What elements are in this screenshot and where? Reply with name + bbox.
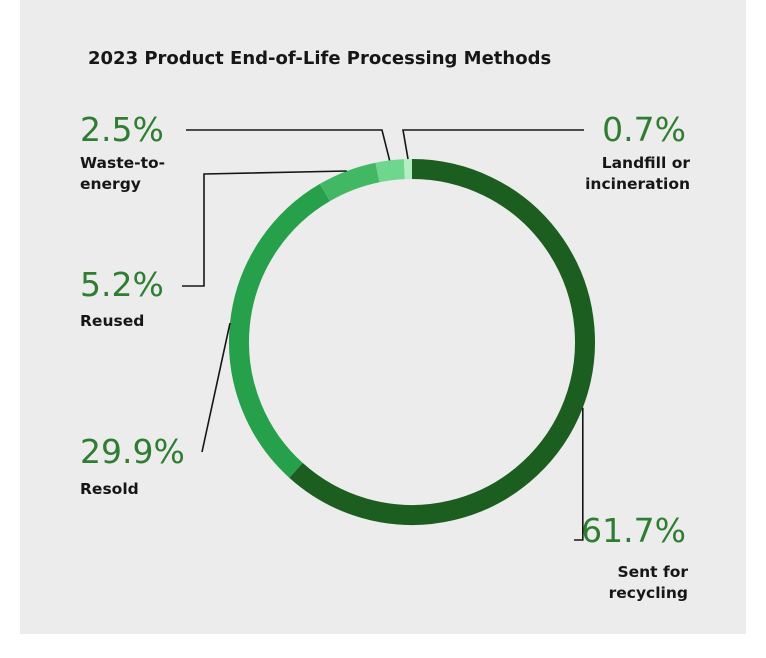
value-label-waste-to-energy: 2.5% xyxy=(80,110,164,149)
chart-title: 2023 Product End-of-Life Processing Meth… xyxy=(88,48,552,69)
slice-waste-to-energy xyxy=(375,159,406,183)
slice-resold xyxy=(229,183,330,478)
leader-resold xyxy=(201,322,231,453)
category-label-waste-to-energy: Waste-to-energy xyxy=(80,154,165,193)
category-label-landfill-or-incineration: Landfill or incineration xyxy=(585,154,690,193)
leader-waste-to-energy xyxy=(186,129,391,161)
category-label-sent-for-recycling: Sent for recycling xyxy=(609,563,689,602)
slice-sent-for-recycling xyxy=(289,159,595,525)
chart-panel xyxy=(20,0,746,634)
leader-landfill-or-incineration xyxy=(402,129,584,160)
category-label-reused: Reused xyxy=(80,312,144,330)
value-label-landfill-or-incineration: 0.7% xyxy=(602,110,686,149)
value-label-sent-for-recycling: 61.7% xyxy=(581,511,686,550)
value-label-reused: 5.2% xyxy=(80,265,164,304)
value-label-resold: 29.9% xyxy=(80,432,185,471)
category-label-resold: Resold xyxy=(80,480,139,498)
leader-sent-for-recycling xyxy=(574,407,584,541)
slice-reused xyxy=(319,162,380,202)
leader-reused xyxy=(182,170,347,287)
